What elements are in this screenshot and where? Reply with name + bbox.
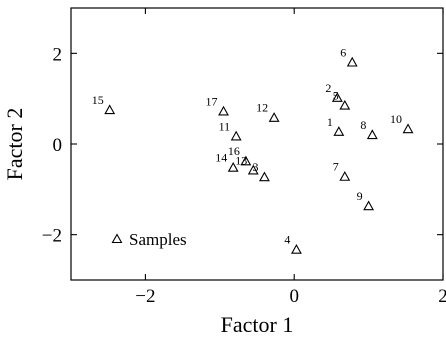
data-point-marker [218,105,229,116]
data-point-marker [366,129,378,140]
data-point-marker [227,161,239,172]
data-point-marker [259,171,270,182]
data-point-label: 14 [215,151,227,165]
y-tick-label: 2 [53,44,63,65]
data-point-label: 17 [206,94,218,108]
data-point-marker [247,164,259,175]
data-point-label: 1 [327,115,333,129]
data-point-label: 3 [252,160,258,174]
data-point-label: 10 [390,112,402,126]
data-point-marker [339,171,351,181]
plot-frame [70,7,444,281]
data-point-marker [230,130,242,141]
data-point-label: 8 [360,118,366,132]
data-point-label: 16 [228,144,240,158]
data-point-label: 2 [325,81,331,95]
legend-marker-samples [111,233,123,244]
data-point-label: 7 [333,160,339,174]
data-point-label: 4 [284,233,290,247]
data-point-marker [363,200,375,211]
y-tick-label: −2 [42,226,62,247]
x-tick-label: 0 [289,286,299,307]
data-point-marker [402,123,414,134]
x-tick-label: 2 [438,286,446,307]
x-axis-ticks: −2 0 2 [135,8,446,307]
data-point-marker [240,155,252,166]
data-point-marker [290,243,302,254]
y-axis-ticks: −2 0 2 [42,44,443,247]
data-point-marker [104,104,116,115]
y-tick-label: 0 [53,135,63,156]
data-point-marker [331,92,343,102]
data-point-label: 12 [256,101,268,115]
data-point-marker [339,99,351,110]
data-point-label: 13 [235,153,247,167]
data-point-label: 9 [357,189,363,203]
data-point-label: 6 [340,45,346,59]
data-point-label: 15 [92,93,104,107]
y-axis-title: Factor 2 [2,108,27,181]
x-axis-title: Factor 1 [221,312,294,337]
data-point-marker [333,126,345,136]
data-point-marker [268,112,280,122]
data-point-label: 11 [219,119,231,133]
legend-label-samples: Samples [129,230,187,249]
legend: Samples [111,230,187,249]
x-tick-label: −2 [135,286,155,307]
data-point-label: 5 [333,88,339,102]
data-point-marker [346,56,358,67]
